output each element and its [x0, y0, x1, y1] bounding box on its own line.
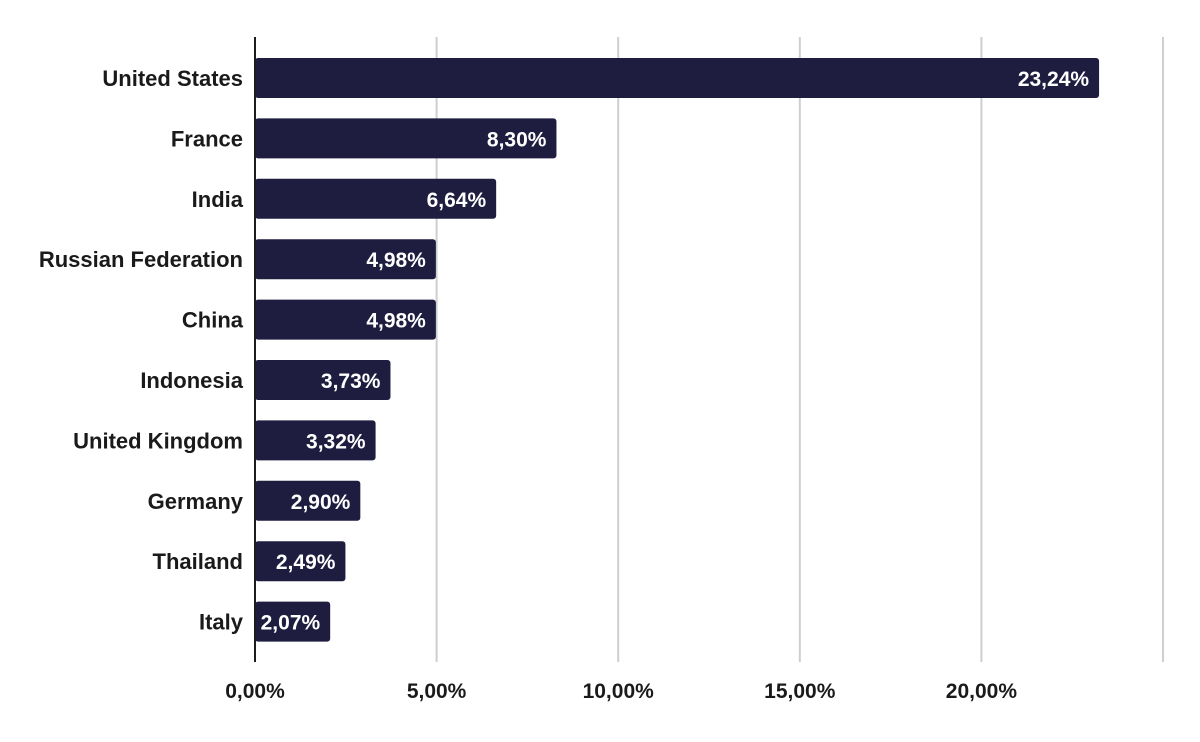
bar-9 — [255, 601, 331, 642]
category-label-0: United States — [102, 66, 243, 91]
category-label-5: Indonesia — [140, 368, 243, 393]
bars — [255, 58, 1100, 642]
grid-lines — [435, 37, 1164, 662]
bar-5 — [255, 360, 391, 400]
category-label-4: China — [182, 308, 244, 333]
bar-value-label-7: 2,90% — [291, 491, 351, 514]
category-label-3: Russian Federation — [39, 247, 243, 272]
bar-value-label-5: 3,73% — [321, 370, 381, 393]
x-tick-label-3: 15,00% — [764, 680, 836, 703]
bar-7 — [255, 480, 361, 521]
bar-value-label-6: 3,32% — [306, 430, 366, 453]
x-tick-label-0: 0,00% — [225, 680, 285, 703]
x-tick-label-2: 10,00% — [583, 680, 655, 703]
bar-value-label-3: 4,98% — [366, 249, 426, 272]
bar-value-label-8: 2,49% — [276, 551, 336, 574]
value-axis: 0,00% 5,00% 10,00% 15,00% 20,00% — [225, 37, 1017, 703]
category-labels: United States France India Russian Federati… — [39, 66, 244, 635]
bar-value-label-0: 23,24% — [1018, 68, 1090, 91]
bar-value-label-2: 6,64% — [427, 189, 487, 212]
category-label-8: Thailand — [153, 549, 243, 574]
x-tick-label-1: 5,00% — [407, 680, 467, 703]
bar-value-labels: 23,24% 8,30% 6,64% 4,98% 4,98% 3,73% 3,32% 2,90… — [261, 68, 1090, 635]
category-label-6: United Kingdom — [73, 428, 243, 453]
bar-3 — [255, 239, 436, 280]
category-label-2: India — [192, 187, 244, 212]
bar-6 — [255, 420, 376, 461]
bar-value-label-1: 8,30% — [487, 128, 547, 151]
category-label-9: Italy — [199, 610, 244, 635]
bar-value-label-9: 2,07% — [261, 612, 321, 635]
bar-4 — [255, 299, 436, 340]
bar-2 — [255, 178, 497, 219]
category-label-7: Germany — [148, 489, 244, 514]
bar-8 — [255, 541, 346, 582]
bar-1 — [255, 118, 557, 159]
bar-value-label-4: 4,98% — [366, 310, 426, 333]
x-tick-label-4: 20,00% — [946, 680, 1018, 703]
bar-0 — [255, 58, 1100, 98]
category-label-1: France — [171, 126, 243, 151]
